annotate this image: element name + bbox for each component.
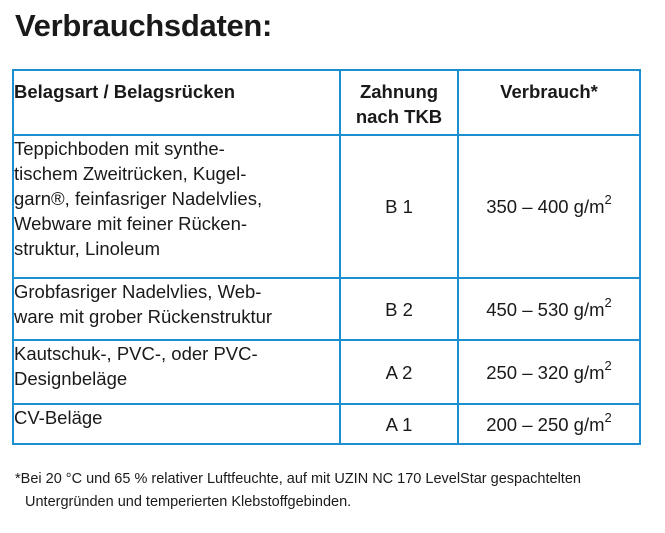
row-1-floor-type: Teppichboden mit synthe- tischem Zweitrü… [12,134,341,279]
row-2-type-line-2: ware mit grober Rückenstruktur [14,306,273,327]
row-1-type-line-4: Webware mit feiner Rücken- [14,213,248,234]
row-3-consumption-exponent: 2 [604,357,612,373]
table-row: Kautschuk-, PVC-, oder PVC- Designbeläge… [12,339,641,405]
row-4-consumption-exponent: 2 [604,409,612,425]
page-title: Verbrauchsdaten: [15,8,273,43]
row-3-floor-type: Kautschuk-, PVC-, oder PVC- Designbeläge [12,339,341,405]
row-4-consumption: 200 – 250 g/m2 [457,403,641,445]
footnote: *Bei 20 °C und 65 % relativer Luftfeucht… [15,468,655,514]
row-2-notching: B 2 [339,277,459,341]
row-4-floor-type: CV-Beläge [12,403,341,445]
row-1-notching: B 1 [339,134,459,279]
row-4-consumption-value: 200 – 250 g/m [486,413,605,435]
row-1-type-line-1: Teppichboden mit synthe- [14,138,225,159]
row-3-consumption-value: 250 – 320 g/m [486,361,605,383]
row-1-type-line-2: tischem Zweitrücken, Kugel- [14,163,247,184]
table-row: CV-Beläge A 1 200 – 250 g/m2 [12,403,641,445]
header-floor-type: Belagsart / Belagsrücken [12,69,341,136]
row-2-consumption-exponent: 2 [604,294,612,310]
row-1-consumption-value: 350 – 400 g/m [486,196,605,217]
row-2-consumption-value: 450 – 530 g/m [486,298,605,320]
row-4-notching: A 1 [339,403,459,445]
table-header-row: Belagsart / Belagsrücken Zahnung nach TK… [12,69,641,136]
header-notching-line-1: Zahnung [359,81,439,102]
table-row: Teppichboden mit synthe- tischem Zweitrü… [12,134,641,279]
row-1-consumption-exponent: 2 [604,192,612,207]
row-1-type-line-5: struktur, Linoleum [14,238,161,259]
row-3-type-line-1: Kautschuk-, PVC-, oder PVC- [14,343,258,364]
row-2-consumption: 450 – 530 g/m2 [457,277,641,341]
row-4-type-line-1: CV-Beläge [14,407,103,428]
row-3-consumption: 250 – 320 g/m2 [457,339,641,405]
table-row: Grobfasriger Nadelvlies, Web- ware mit g… [12,277,641,341]
row-3-notching: A 2 [339,339,459,405]
header-consumption: Verbrauch* [457,69,641,136]
row-2-type-line-1: Grobfasriger Nadelvlies, Web- [14,281,262,302]
footnote-line-1: *Bei 20 °C und 65 % relativer Luftfeucht… [15,471,581,487]
header-notching: Zahnung nach TKB [339,69,459,136]
header-notching-line-2: nach TKB [355,106,443,127]
row-2-floor-type: Grobfasriger Nadelvlies, Web- ware mit g… [12,277,341,341]
row-1-type-line-3: garn®, feinfasriger Nadelvlies, [14,188,263,209]
row-1-consumption: 350 – 400 g/m2 [457,134,641,279]
footnote-line-2: Untergründen und temperierten Klebstoffg… [25,494,352,510]
row-3-type-line-2: Designbeläge [14,368,128,389]
consumption-table: Belagsart / Belagsrücken Zahnung nach TK… [12,69,641,445]
